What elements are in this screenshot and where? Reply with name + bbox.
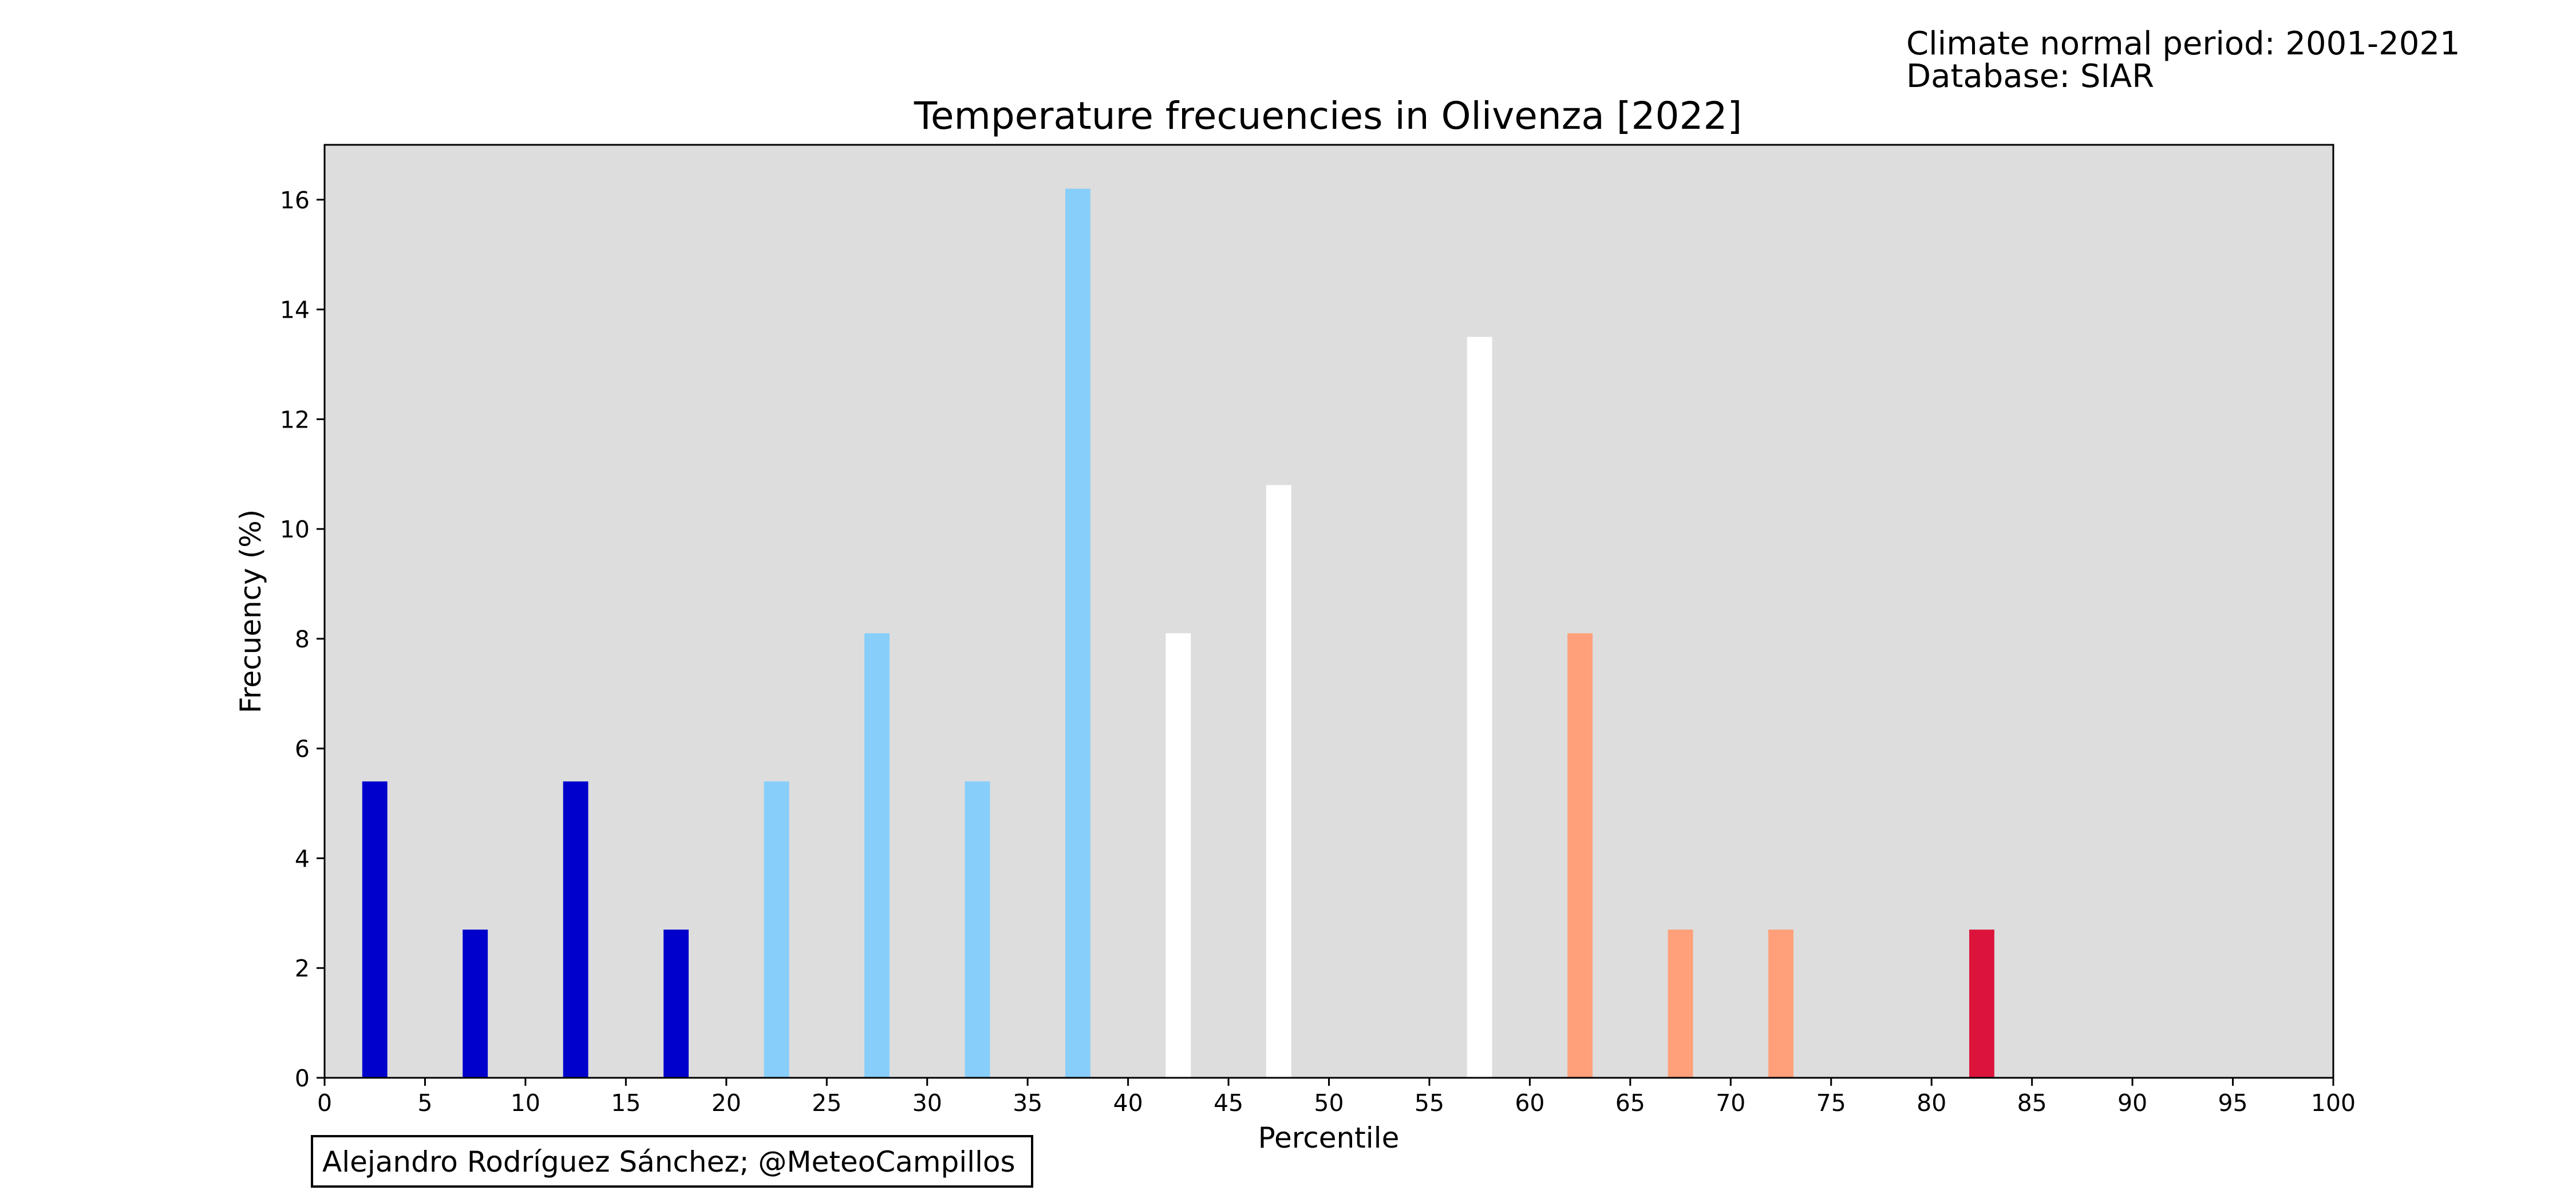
x-tick-label: 90: [2117, 1089, 2147, 1117]
bar-72.5: [1768, 930, 1793, 1078]
x-tick-label: 40: [1113, 1089, 1143, 1117]
x-tick-label: 35: [1013, 1089, 1042, 1117]
info-period: Climate normal period: 2001-2021: [1906, 25, 2460, 62]
y-tick-label: 16: [280, 187, 310, 214]
bar-82.5: [1969, 930, 1994, 1078]
bar-67.5: [1668, 930, 1693, 1078]
x-tick-label: 75: [1816, 1089, 1846, 1117]
y-tick-label: 12: [280, 406, 310, 433]
plot-area: [325, 145, 2333, 1078]
y-axis-label: Frecuency (%): [234, 509, 267, 713]
x-tick-label: 55: [1415, 1089, 1444, 1117]
x-tick-label: 15: [611, 1089, 641, 1117]
x-tick-label: 60: [1515, 1089, 1544, 1117]
y-tick-label: 14: [280, 296, 310, 324]
credit-text: Alejandro Rodríguez Sánchez; @MeteoCampi…: [322, 1145, 1016, 1179]
x-tick-label: 5: [417, 1089, 432, 1117]
bar-17.5: [663, 930, 689, 1078]
bars-group: [362, 188, 1994, 1078]
chart-title: Temperature frecuencies in Olivenza [202…: [914, 94, 1743, 138]
info-database: Database: SIAR: [1906, 58, 2154, 95]
bar-12.5: [563, 781, 588, 1078]
bar-62.5: [1567, 633, 1593, 1078]
x-tick-label: 20: [712, 1089, 741, 1117]
credit-box: [311, 1135, 1033, 1188]
y-tick-label: 0: [295, 1065, 310, 1092]
x-tick-label: 85: [2017, 1089, 2047, 1117]
x-tick-label: 10: [511, 1089, 540, 1117]
bar-27.5: [864, 633, 890, 1078]
bar-42.5: [1165, 633, 1191, 1078]
bar-47.5: [1266, 485, 1291, 1078]
x-tick-label: 100: [2311, 1089, 2356, 1117]
y-tick-label: 6: [295, 736, 310, 763]
y-tick-label: 2: [295, 955, 310, 982]
bar-7.5: [463, 930, 488, 1078]
bar-37.5: [1065, 188, 1091, 1078]
x-tick-label: 50: [1314, 1089, 1344, 1117]
bar-32.5: [965, 781, 990, 1078]
bar-2.5: [362, 781, 388, 1078]
x-tick-label: 95: [2218, 1089, 2247, 1117]
y-tick-label: 10: [280, 516, 310, 543]
x-tick-label: 30: [912, 1089, 942, 1117]
x-tick-label: 45: [1214, 1089, 1243, 1117]
x-tick-label: 80: [1917, 1089, 1946, 1117]
x-tick-label: 70: [1716, 1089, 1745, 1117]
bar-22.5: [764, 781, 789, 1078]
x-tick-label: 0: [317, 1089, 332, 1117]
x-axis-ticks: 0 5 10 15 20 25 30 35 40 45 50 55 60 65 70 75 80 85 90 95 10…: [317, 1078, 2356, 1117]
y-tick-label: 8: [295, 626, 310, 653]
x-axis-label: Percentile: [1258, 1121, 1400, 1154]
bar-57.5: [1467, 337, 1492, 1078]
y-tick-label: 4: [295, 845, 310, 872]
x-tick-label: 25: [812, 1089, 841, 1117]
y-axis-ticks: 0 2 4 6 8 10 12 14 16: [280, 187, 325, 1092]
x-tick-label: 65: [1615, 1089, 1645, 1117]
